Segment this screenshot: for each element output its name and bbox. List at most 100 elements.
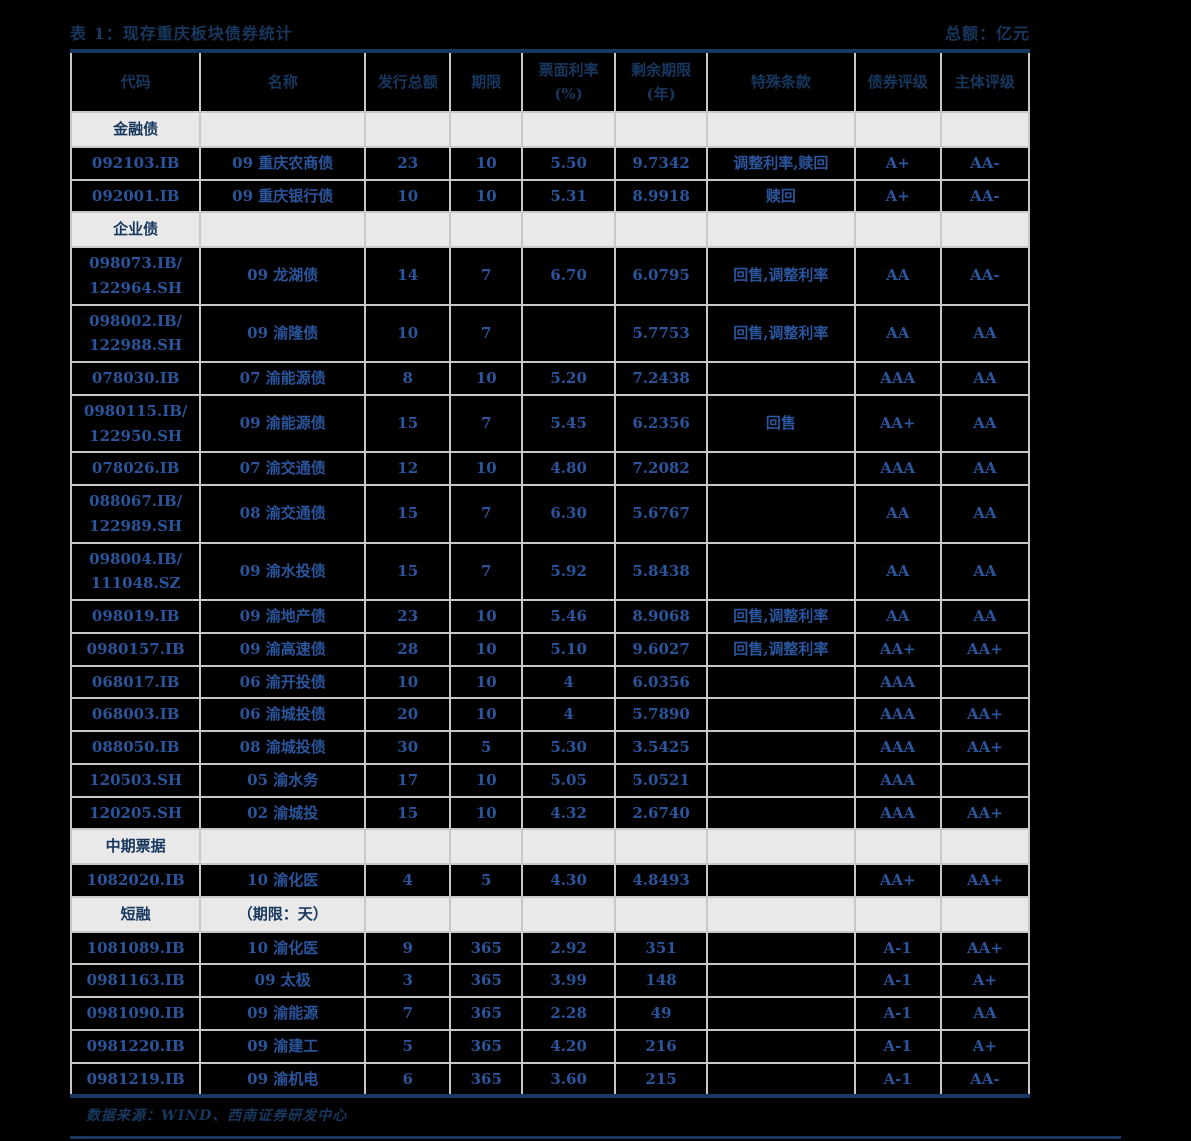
cell: 28 [364,631,452,667]
cell: 10 [364,178,452,214]
cell: 365 [449,996,524,1031]
cell: AA [939,599,1031,634]
cell: AA [853,303,942,363]
cell [706,996,856,1031]
cell: 08 渝交通债 [199,484,367,544]
cell: 1081089.IB [69,930,202,966]
cell: 23 [364,145,452,181]
cell: 09 渝机电 [199,1061,367,1098]
cell: A+ [853,145,942,181]
cell [706,963,856,998]
cell: 回售,调整利率 [706,303,856,363]
cell: 09 渝能源 [199,996,367,1031]
cell: AA [853,541,942,601]
cell: 6.30 [521,484,617,544]
cell: 10 渝化医 [199,863,367,898]
cell: AA- [939,145,1031,181]
table-row: 068003.IB 06 渝城投债 20 10 4 5.7890 AAA AA+ [69,697,1031,732]
cell: 02 渝城投 [199,795,367,831]
cell: 0981163.IB [69,963,202,998]
cell: 5.45 [521,393,617,454]
cell: AA- [939,246,1031,306]
cell [521,895,617,933]
cell: 216 [614,1028,709,1064]
cell: 3 [364,963,452,998]
table-row: 068017.IB 06 渝开投债 10 10 4 6.0356 AAA [69,664,1031,700]
cell: 098002.IB/ 122988.SH [69,303,202,363]
cell [199,111,367,148]
cell [706,361,856,396]
cell: 10 [449,762,524,798]
cell: 23 [364,599,452,634]
cell: 10 [449,599,524,634]
cell: AA [939,361,1031,396]
cell: 365 [449,1028,524,1064]
unit-note: 总额：亿元 [944,24,1030,43]
cell: AAA [853,762,942,798]
cell: AA [939,451,1031,486]
cell: 5.0521 [614,762,709,798]
cell: 5.46 [521,599,617,634]
cell: 06 渝城投债 [199,697,367,732]
cell: 15 [364,393,452,454]
cell: 5.92 [521,541,617,601]
cell [706,1028,856,1064]
cell: 10 渝化医 [199,930,367,966]
column-header-special-clauses: 特殊条款 [706,50,856,113]
column-header-coupon-rate: 票面利率 (%) [521,50,617,113]
cell: 10 [364,303,452,363]
cell: 金融债 [69,111,202,148]
cell: 09 重庆农商债 [199,145,367,181]
cell: 4 [521,697,617,732]
cell [449,828,524,865]
column-header-term: 期限 [449,50,524,113]
cell [939,762,1031,798]
cell: AAA [853,664,942,700]
cell: 9 [364,930,452,966]
cell [706,1061,856,1098]
cell: 7 [364,996,452,1031]
table-row: 0981219.IB 09 渝机电 6 365 3.60 215 A-1 AA- [69,1061,1031,1098]
cell: 49 [614,996,709,1031]
cell [521,303,617,363]
cell [364,211,452,248]
cell: 6.70 [521,246,617,306]
cell: 5.6767 [614,484,709,544]
cell: AA+ [939,631,1031,667]
cell [364,895,452,933]
table-row: 098002.IB/ 122988.SH 09 渝隆债 10 7 5.7753 回售,调整… [69,303,1031,363]
cell: 088050.IB [69,730,202,765]
cell: 6 [364,1061,452,1098]
cell: 短融 [69,895,202,933]
cell: AA+ [939,730,1031,765]
cell: 120205.SH [69,795,202,831]
cell [199,211,367,248]
table-row: 092001.IB 09 重庆银行债 10 10 5.31 8.9918 赎回 A+ AA- [69,178,1031,214]
cell: 5.8438 [614,541,709,601]
cell: 088067.IB/ 122989.SH [69,484,202,544]
cell: 1082020.IB [69,863,202,898]
cell: 7 [449,393,524,454]
cell [449,211,524,248]
cell: 08 渝城投债 [199,730,367,765]
cell: 092103.IB [69,145,202,181]
cell: 0980115.IB/ 122950.SH [69,393,202,454]
cell: A-1 [853,930,942,966]
cell: 6.2356 [614,393,709,454]
cell: 7 [449,246,524,306]
cell: 5 [449,863,524,898]
cell [853,828,942,865]
cell: 7.2082 [614,451,709,486]
cell: 5.05 [521,762,617,798]
cell: 4.30 [521,863,617,898]
table-row: 1081089.IB 10 渝化医 9 365 2.92 351 A-1 AA+ [69,930,1031,966]
cell [521,828,617,865]
cell [614,828,709,865]
cell [199,828,367,865]
cell [939,211,1031,248]
cell: 6.0795 [614,246,709,306]
cell [449,895,524,933]
cell: 回售,调整利率 [706,246,856,306]
cell: 5.7890 [614,697,709,732]
cell: 215 [614,1061,709,1098]
